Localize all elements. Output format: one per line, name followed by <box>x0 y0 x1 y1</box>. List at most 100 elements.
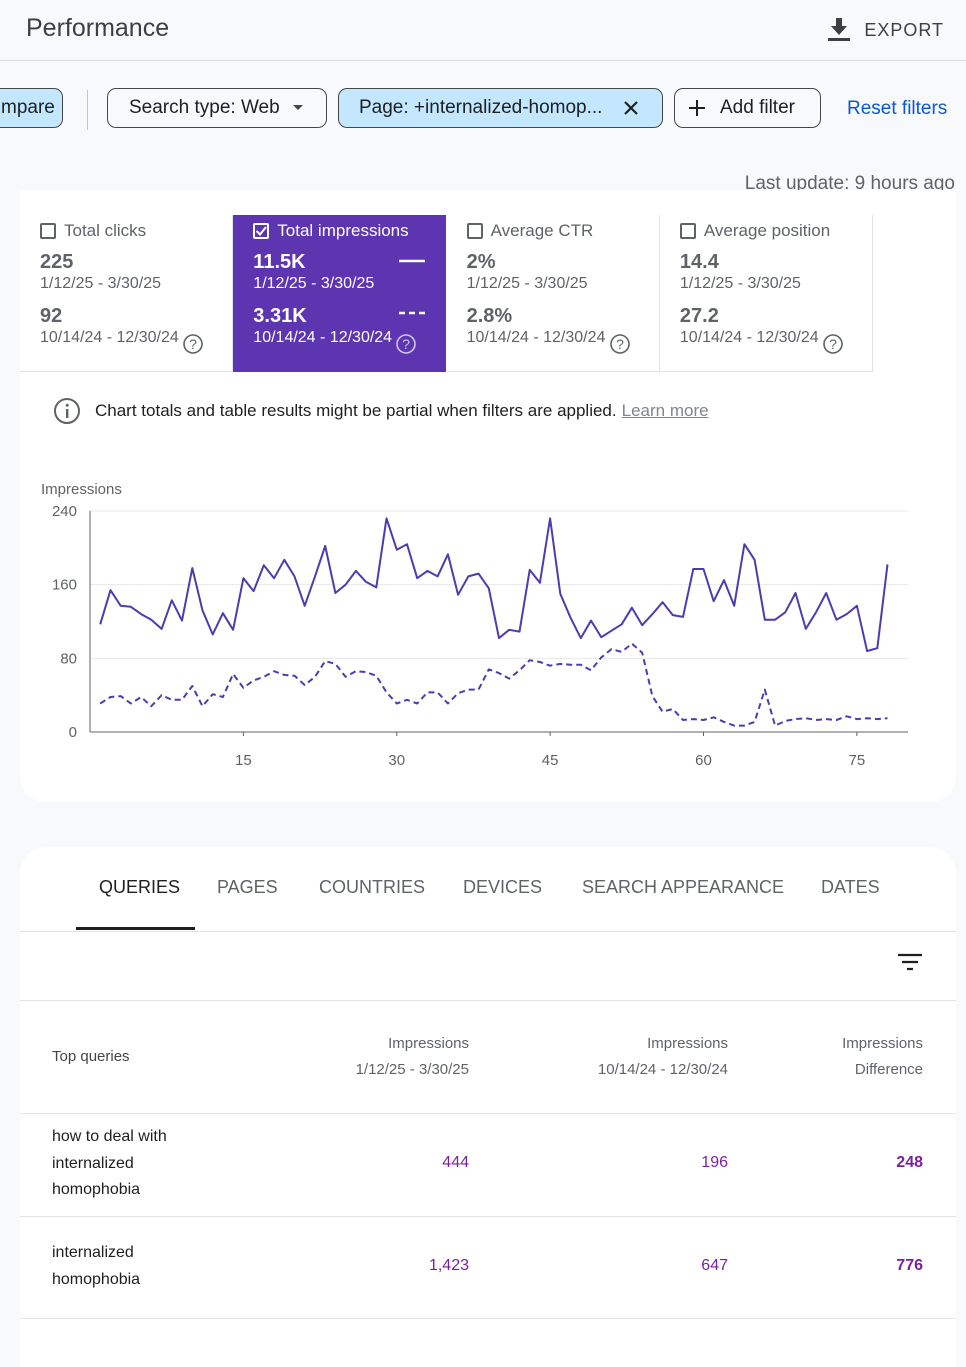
value-cell: 248 <box>896 1154 923 1171</box>
metric-tile[interactable]: Total impressions 11.5K 1/12/25 - 3/30/25 3… <box>233 215 447 372</box>
add-filter-label: Add filter <box>720 97 795 118</box>
tab[interactable]: DATES <box>821 877 880 897</box>
column-header: Top queries <box>52 1048 130 1065</box>
column-header: Impressions <box>647 1035 728 1052</box>
notice: Chart totals and table results might be … <box>53 397 709 425</box>
export-button[interactable]: EXPORT <box>828 18 944 42</box>
metric-previous-range: 10/14/24 - 12/30/24 <box>679 329 819 346</box>
checkbox[interactable] <box>253 223 270 239</box>
metric-current: 2% <box>466 251 496 273</box>
tab[interactable]: SEARCH APPEARANCE <box>582 877 785 897</box>
metric-current-range: 1/12/25 - 3/30/25 <box>466 275 588 292</box>
y-tick-label: 0 <box>69 724 77 741</box>
row-border <box>20 1113 956 1114</box>
metric-current: 11.5K <box>253 251 306 273</box>
help-icon[interactable]: ? <box>182 333 204 355</box>
value-cell: 196 <box>701 1154 728 1171</box>
column-subheader: Difference <box>854 1061 923 1078</box>
page-filter-label: Page: +internalized-homop... <box>359 97 603 118</box>
search-type-label: Search type: Web <box>129 97 280 118</box>
page-title: Performance <box>26 14 170 42</box>
notice-text: Chart totals and table results might be … <box>95 401 617 420</box>
compare-label: mpare <box>1 97 55 118</box>
page-filter-chip[interactable]: Page: +internalized-homop... <box>338 88 663 128</box>
checkbox[interactable] <box>40 223 56 239</box>
help-circle <box>609 334 630 354</box>
add-filter-chip[interactable]: Add filter <box>674 88 821 128</box>
metric-label: Total impressions <box>277 221 409 240</box>
help-glyph: ? <box>616 336 624 352</box>
divider <box>87 90 88 130</box>
metric-previous-range: 10/14/24 - 12/30/24 <box>466 329 606 346</box>
reset-filters[interactable]: Reset filters <box>847 98 948 119</box>
plus-icon <box>689 100 705 116</box>
metric-label: Total clicks <box>64 221 147 240</box>
metric-tile[interactable]: Average CTR 2% 1/12/25 - 3/30/25 2.8% 10/14/… <box>446 215 660 372</box>
x-tick-label: 30 <box>388 752 405 769</box>
help-glyph: ? <box>402 336 410 352</box>
help-icon[interactable]: ? <box>395 333 417 355</box>
tab-indicator <box>76 927 195 930</box>
metric-current-range: 1/12/25 - 3/30/25 <box>253 275 375 292</box>
help-icon[interactable]: ? <box>609 333 631 355</box>
metric-label-row: Average position <box>679 220 872 242</box>
metric-previous-range: 10/14/24 - 12/30/24 <box>40 329 179 346</box>
data-line <box>99 517 889 652</box>
help-icon[interactable]: ? <box>822 333 844 355</box>
value-cell: 444 <box>442 1154 469 1171</box>
help-circle <box>183 334 203 354</box>
tab[interactable]: PAGES <box>217 877 278 897</box>
value-cell: 647 <box>701 1257 728 1274</box>
close-icon[interactable] <box>621 98 641 118</box>
metric-previous: 3.31K <box>253 305 307 327</box>
check-mark <box>256 226 268 236</box>
x-tick-label: 45 <box>542 752 559 769</box>
checkbox[interactable] <box>679 223 696 239</box>
tab[interactable]: QUERIES <box>99 877 181 897</box>
learn-more-link[interactable]: Learn more <box>621 401 709 420</box>
check-path <box>256 226 268 236</box>
metric-label: Average position <box>703 221 831 240</box>
filter-icon[interactable] <box>897 952 923 972</box>
data-line <box>99 642 888 727</box>
y-tick-label: 160 <box>52 577 77 594</box>
checkbox[interactable] <box>466 223 483 239</box>
metric-previous: 92 <box>40 305 63 327</box>
search-type-chip[interactable]: Search type: Web <box>107 88 327 128</box>
metric-label-row: Total impressions <box>253 220 445 242</box>
column-subheader: 1/12/25 - 3/30/25 <box>355 1061 469 1078</box>
help-circle <box>396 334 417 354</box>
line-style-legend <box>399 259 426 315</box>
top-bar <box>0 0 966 61</box>
row-border <box>20 1318 956 1319</box>
help-glyph: ? <box>829 336 837 352</box>
tab[interactable]: DEVICES <box>463 877 543 897</box>
metric-current: 14.4 <box>679 251 719 273</box>
x-tick-label: 75 <box>849 752 866 769</box>
column-subheader: 10/14/24 - 12/30/24 <box>597 1061 728 1078</box>
x-tick-label: 15 <box>235 752 252 769</box>
metric-current-range: 1/12/25 - 3/30/25 <box>679 275 801 292</box>
tabs-border <box>20 931 956 932</box>
query-cell: how to deal with internalized homophobia <box>52 1128 167 1199</box>
help-circle <box>823 334 843 354</box>
tab[interactable]: COUNTRIES <box>319 877 426 897</box>
metric-tile[interactable]: Average position 14.4 1/12/25 - 3/30/25 27.… <box>659 215 873 372</box>
download-icon <box>828 18 851 41</box>
compare-chip[interactable]: mpare <box>0 88 63 128</box>
dropdown-icon <box>292 105 303 110</box>
metric-current-range: 1/12/25 - 3/30/25 <box>40 275 161 292</box>
row-border <box>20 1216 956 1217</box>
y-tick-label: 80 <box>60 650 77 667</box>
help-glyph: ? <box>189 336 197 352</box>
metric-current: 225 <box>40 251 74 273</box>
metric-label-row: Total clicks <box>40 220 232 242</box>
chart: Impressions 0 80 160 240 15 30 45 60 75 <box>41 481 908 769</box>
metric-tile[interactable]: Total clicks 225 1/12/25 - 3/30/25 92 10/14/… <box>20 215 233 372</box>
metric-label: Average CTR <box>490 221 594 240</box>
metric-previous-range: 10/14/24 - 12/30/24 <box>253 329 393 346</box>
query-cell: internalized homophobia <box>52 1244 141 1288</box>
metric-previous: 27.2 <box>679 305 719 327</box>
table-card <box>20 847 956 1367</box>
